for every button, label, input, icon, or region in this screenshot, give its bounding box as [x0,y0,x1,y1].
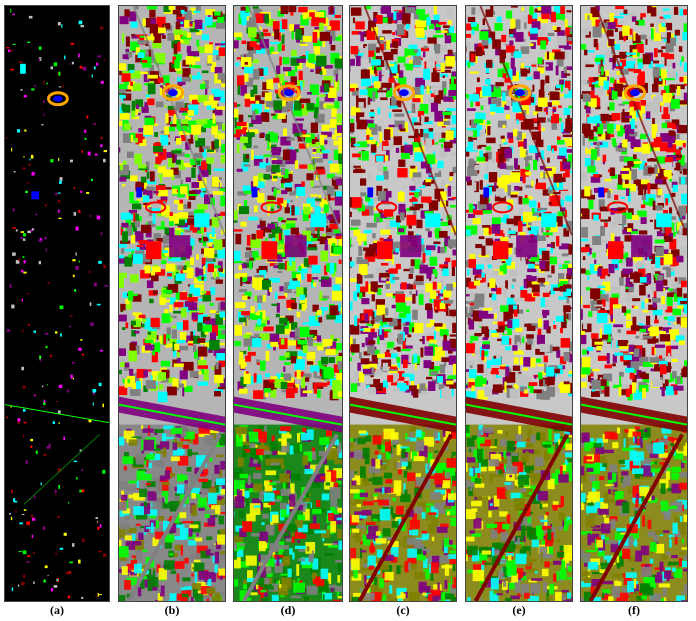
map-d-svg [234,6,342,601]
panel-c-classification-map [349,5,457,602]
caption-c: (c) [396,603,410,617]
panel-d-classification-map [233,5,343,602]
panel-f-classification-map [580,5,688,602]
caption-f: (f) [628,603,640,617]
caption-b: (b) [164,603,180,617]
caption-e: (e) [512,603,526,617]
map-c-svg [350,6,456,601]
map-e-svg [466,6,572,601]
panel-b-classification-map [118,5,226,602]
map-b-svg [119,6,225,601]
map-a-svg [5,6,109,601]
panel-a-ground-truth [4,5,110,602]
panel-e-classification-map [465,5,573,602]
caption-d: (d) [280,603,296,617]
caption-a: (a) [50,603,64,617]
map-f-svg [581,6,687,601]
